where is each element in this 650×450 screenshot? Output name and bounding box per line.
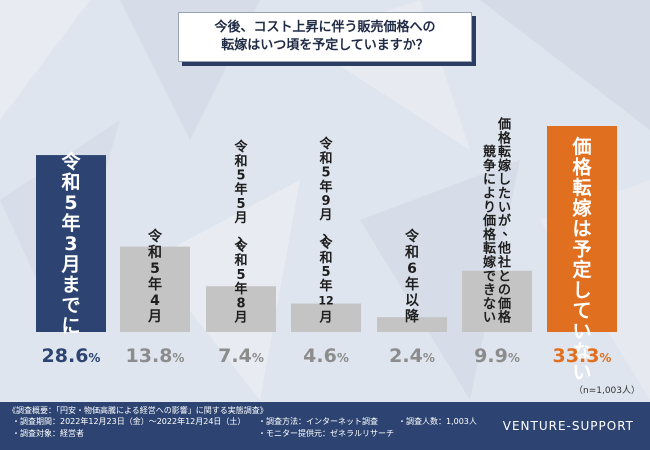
bar — [36, 155, 106, 332]
value-label: 28.6% — [42, 345, 101, 367]
bar-label: 令和 5 年 5 月〜令和 5 年 8 月 — [230, 139, 248, 325]
bar-label: 競争により価格転嫁できない — [482, 144, 497, 326]
chart-title: 今後、コスト上昇に伴う販売価格への 転嫁はいつ頃を予定していますか？ — [178, 12, 472, 62]
value-label: 9.9% — [474, 345, 520, 367]
brand-logo: VENTURE-SUPPORT — [502, 419, 634, 433]
value-label: 7.4% — [218, 345, 264, 367]
bar — [206, 286, 276, 332]
bar-label: 価格転嫁したいが、他社との価格 — [497, 116, 516, 325]
bar — [547, 126, 617, 332]
value-label: 4.6% — [303, 345, 349, 367]
survey-count: ・調査人数：1,003人 — [398, 417, 477, 426]
bar — [462, 270, 532, 332]
survey-method: ・調査方法：インターネット調査 — [258, 417, 378, 426]
bar — [377, 317, 447, 332]
value-label: 33.3% — [553, 345, 612, 367]
survey-footer: 《調査概要：「円安・物価高騰による経営への影響」に関する実態調査》 ・調査期間：… — [0, 402, 650, 450]
survey-period: ・調査期間：2022年12月23日（金）〜2022年12月24日（土） — [12, 417, 246, 426]
bar — [291, 303, 361, 332]
bar-label: 価格転嫁は予定していない — [571, 136, 592, 384]
survey-provider: ・モニター提供元：ゼネラルリサーチ — [258, 429, 394, 438]
survey-target: ・調査対象：経営者 — [12, 429, 84, 438]
bar — [120, 246, 190, 332]
bar-label: 令和 5 年 4 月 — [147, 228, 163, 325]
value-label: 2.4% — [389, 345, 435, 367]
title-line-1: 今後、コスト上昇に伴う販売価格への — [214, 20, 436, 35]
bar-label: 令和 5 年 3 月までに — [60, 150, 81, 337]
bar-label: 令和 5 年 9 月〜令和 5 年 12 月 — [315, 136, 333, 325]
bar-label: 令和 6 年以降 — [404, 228, 420, 325]
bar-chart: 令和 5 年 3 月までに 28.6% 令和 5 年 4 月 13.8% 令和 5 年 5 月〜令和 5 年 8 月 7.… — [36, 116, 640, 396]
value-label: 13.8% — [126, 345, 185, 367]
survey-summary: 《調査概要：「円安・物価高騰による経営への影響」に関する実態調査》 — [8, 406, 268, 415]
title-line-2: 転嫁はいつ頃を予定していますか？ — [221, 38, 429, 53]
sample-size-note: （n=1,003人） — [574, 385, 640, 396]
